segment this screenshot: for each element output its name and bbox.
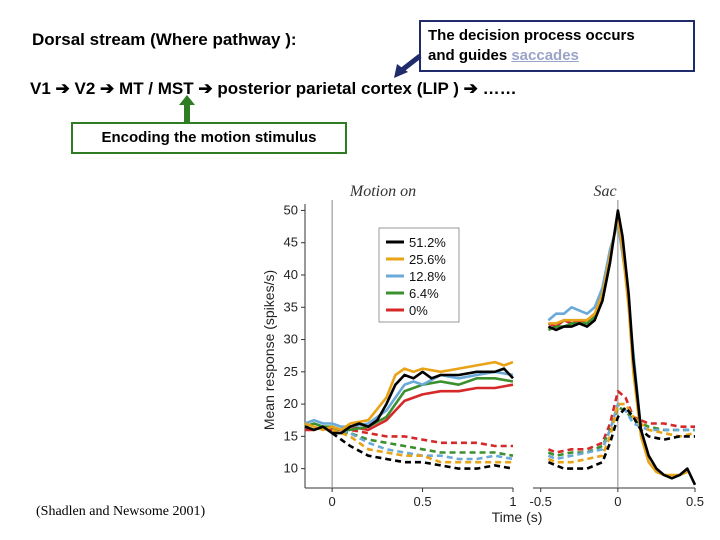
series-line-0-in-solid: [305, 383, 514, 432]
plot-layer: 0 0.5 1 -0.5 0 0.5 10 15 20 25 30 35 40 45 50 51.2% 25.6…: [284, 200, 704, 509]
series-line-64-in-solid: [304, 377, 514, 432]
lip-response-chart: Motion on Sac Mean response (spikes/s) T…: [261, 183, 704, 525]
x-tick-label: 0.5: [686, 494, 704, 509]
y-axis-label: Mean response (spikes/s): [261, 270, 277, 430]
series-line-512-in-solid: [304, 367, 514, 435]
pathway-v1: V1: [30, 79, 51, 98]
x-tick-label: 0.5: [414, 494, 432, 509]
pathway-sequence: V1 ➔ V2 ➔ MT / MST ➔ posterior parietal …: [30, 79, 517, 99]
legend-label: 25.6%: [409, 252, 446, 267]
right-arrow-icon: ➔: [100, 79, 115, 98]
x-axis-label: Time (s): [492, 509, 543, 525]
series-line-512-in-dashed: [331, 432, 514, 470]
y-tick-label: 25: [284, 364, 298, 379]
citation: (Shadlen and Newsome 2001): [36, 504, 206, 519]
series-line-128-sac-dashed: [547, 402, 695, 461]
saccades-link[interactable]: saccades: [511, 47, 579, 64]
y-tick-label: 20: [284, 396, 298, 411]
series-line-256-in-dashed: [331, 428, 513, 464]
x-tick-label: 0: [614, 494, 621, 509]
series-line-512-sac-solid: [547, 209, 697, 486]
decision-callout-box: The decision process occurs and guides s…: [419, 20, 695, 72]
legend-label: 51.2%: [409, 235, 446, 250]
y-tick-label: 15: [284, 428, 298, 443]
series-line-256-sac-dashed: [547, 402, 696, 464]
series-line-256-sac-solid: [548, 215, 688, 477]
panel-1-title: Motion on: [349, 183, 416, 200]
right-arrow-icon: ➔: [463, 79, 478, 98]
navy-arrow-icon: [394, 54, 422, 78]
y-tick-label: 45: [284, 235, 298, 250]
legend-label: 6.4%: [409, 286, 439, 301]
x-tick-label: 1: [509, 494, 516, 509]
x-tick-label: 0: [329, 494, 336, 509]
legend-label: 12.8%: [409, 269, 446, 284]
green-up-arrow-icon: [179, 95, 195, 124]
decision-line-2: and guides saccades: [428, 46, 686, 66]
series-line-64-in-dashed: [331, 428, 514, 457]
series-line-512-sac-dashed: [547, 406, 695, 470]
decision-line-2-prefix: and guides: [428, 47, 512, 64]
pathway-ellipsis: ……: [482, 79, 517, 98]
series-line-128-in-dashed: [331, 425, 514, 461]
series-line-128-in-solid: [304, 370, 514, 428]
series-line-0-sac-dashed: [547, 389, 695, 454]
y-tick-label: 35: [284, 299, 298, 314]
series-line-0-in-dashed: [332, 428, 513, 448]
pathway-v2: V2: [74, 79, 96, 98]
y-tick-label: 10: [284, 461, 298, 476]
encoding-label-box: Encoding the motion stimulus: [71, 122, 347, 154]
x-tick-label: -0.5: [530, 494, 552, 509]
pathway-mt-mst: MT / MST: [119, 79, 194, 98]
series-line-256-in-solid: [304, 360, 514, 432]
pathway-lip: posterior parietal cortex (LIP ): [217, 79, 459, 98]
right-arrow-icon: ➔: [55, 79, 70, 98]
y-tick-label: 50: [284, 202, 298, 217]
legend-label: 0%: [409, 303, 428, 318]
y-tick-label: 30: [284, 332, 298, 347]
right-arrow-icon: ➔: [198, 79, 213, 98]
decision-line-1: The decision process occurs: [428, 27, 635, 44]
dorsal-stream-title: Dorsal stream (Where pathway ):: [32, 30, 297, 49]
panel-2-title: Sac: [593, 183, 616, 200]
y-tick-label: 40: [284, 267, 298, 282]
